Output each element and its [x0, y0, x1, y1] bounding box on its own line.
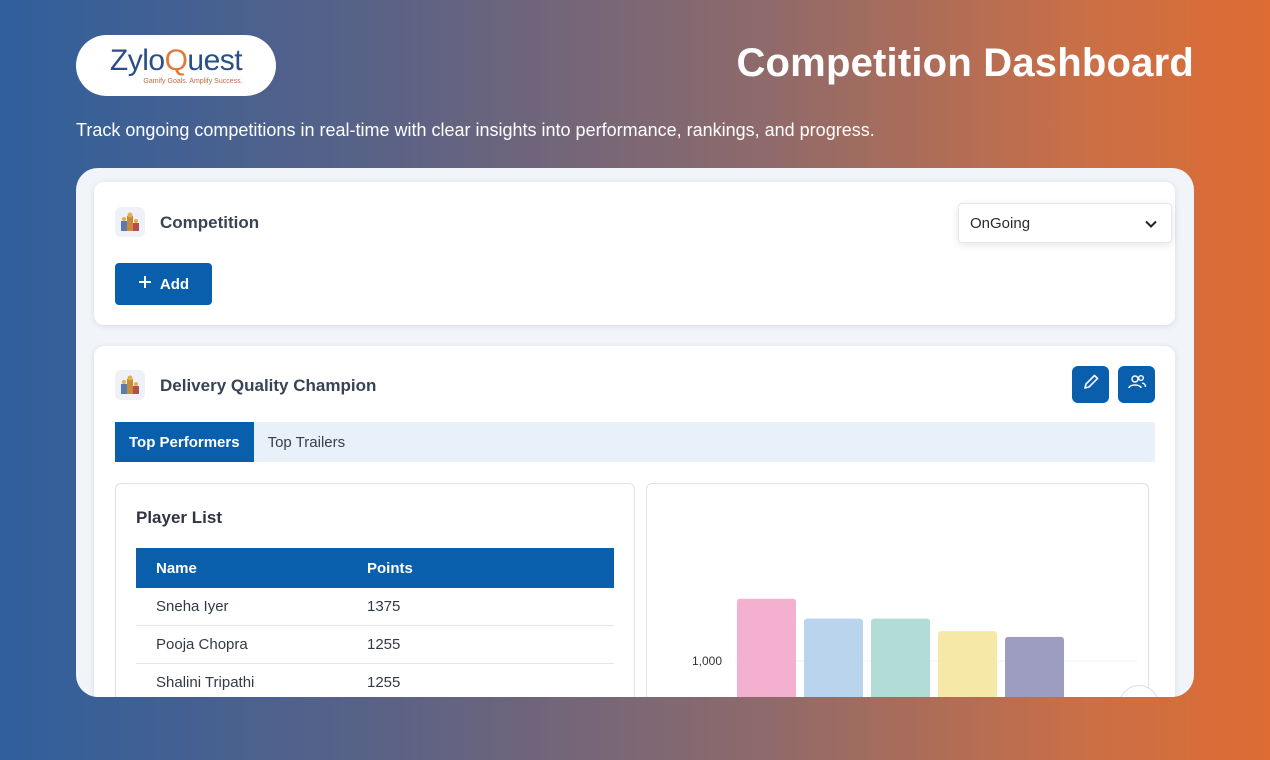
page-subtitle: Track ongoing competitions in real-time …: [76, 120, 875, 140]
users-icon: [1127, 373, 1147, 396]
brand-name: ZyloQuest: [109, 44, 243, 77]
performance-tabs: Top Performers Top Trailers: [115, 422, 1155, 462]
chart-bar[interactable]: [737, 598, 796, 697]
add-button-label: Add: [159, 275, 190, 293]
player-table: Name Points Sneha Iyer 1375 Pooja Chopra…: [136, 548, 614, 697]
player-list-card: Player List Name Points Sneha Iyer 1375 …: [115, 483, 635, 697]
trophy-icon: [115, 207, 145, 237]
chart-bar[interactable]: [1005, 636, 1064, 697]
competition-name: Delivery Quality Champion: [160, 376, 377, 395]
player-points: 1375: [367, 598, 401, 615]
column-header-points: Points: [367, 559, 413, 577]
participants-button[interactable]: [1118, 366, 1155, 403]
player-name: Shalini Tripathi: [156, 674, 255, 691]
status-select[interactable]: OnGoing: [958, 203, 1172, 243]
chart-bar[interactable]: [938, 631, 997, 697]
brand-logo[interactable]: ZyloQuest Gamify Goals. Amplify Success.: [76, 35, 276, 96]
chevron-down-icon: [1145, 215, 1157, 232]
player-name: Pooja Chopra: [156, 636, 248, 653]
tab-top-trailers[interactable]: Top Trailers: [267, 433, 346, 451]
chart-bar[interactable]: [804, 618, 863, 697]
player-name: Sneha Iyer: [156, 598, 229, 615]
status-select-value: OnGoing: [970, 214, 1031, 232]
chart-bar[interactable]: [871, 618, 930, 697]
pencil-icon: [1082, 373, 1100, 396]
table-header: Name Points: [136, 548, 614, 588]
main-panel: Competition OnGoing Add Delive: [76, 168, 1194, 697]
competition-card: Competition OnGoing Add: [94, 182, 1175, 325]
add-competition-button[interactable]: Add: [115, 263, 212, 305]
tab-top-performers[interactable]: Top Performers: [115, 422, 254, 462]
player-points: 1255: [367, 674, 401, 691]
player-list-title: Player List: [136, 508, 222, 527]
competition-detail-card: Delivery Quality Champion Top Performers…: [94, 346, 1175, 697]
brand-tagline: Gamify Goals. Amplify Success.: [143, 78, 243, 85]
trophy-icon: [115, 370, 145, 400]
points-chart-card: 1,000 500: [646, 483, 1149, 697]
column-header-name: Name: [156, 559, 197, 577]
plus-icon: [138, 275, 152, 293]
table-row[interactable]: Shalini Tripathi 1255: [136, 664, 614, 697]
table-row[interactable]: Sneha Iyer 1375: [136, 588, 614, 626]
player-points: 1255: [367, 636, 401, 653]
page-title: Competition Dashboard: [736, 41, 1194, 85]
table-row[interactable]: Pooja Chopra 1255: [136, 626, 614, 664]
y-tick-label: 1,000: [692, 654, 722, 668]
competition-title: Competition: [160, 213, 260, 232]
edit-button[interactable]: [1072, 366, 1109, 403]
